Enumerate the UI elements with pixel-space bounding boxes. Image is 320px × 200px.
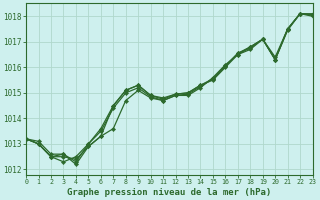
X-axis label: Graphe pression niveau de la mer (hPa): Graphe pression niveau de la mer (hPa) xyxy=(67,188,271,197)
